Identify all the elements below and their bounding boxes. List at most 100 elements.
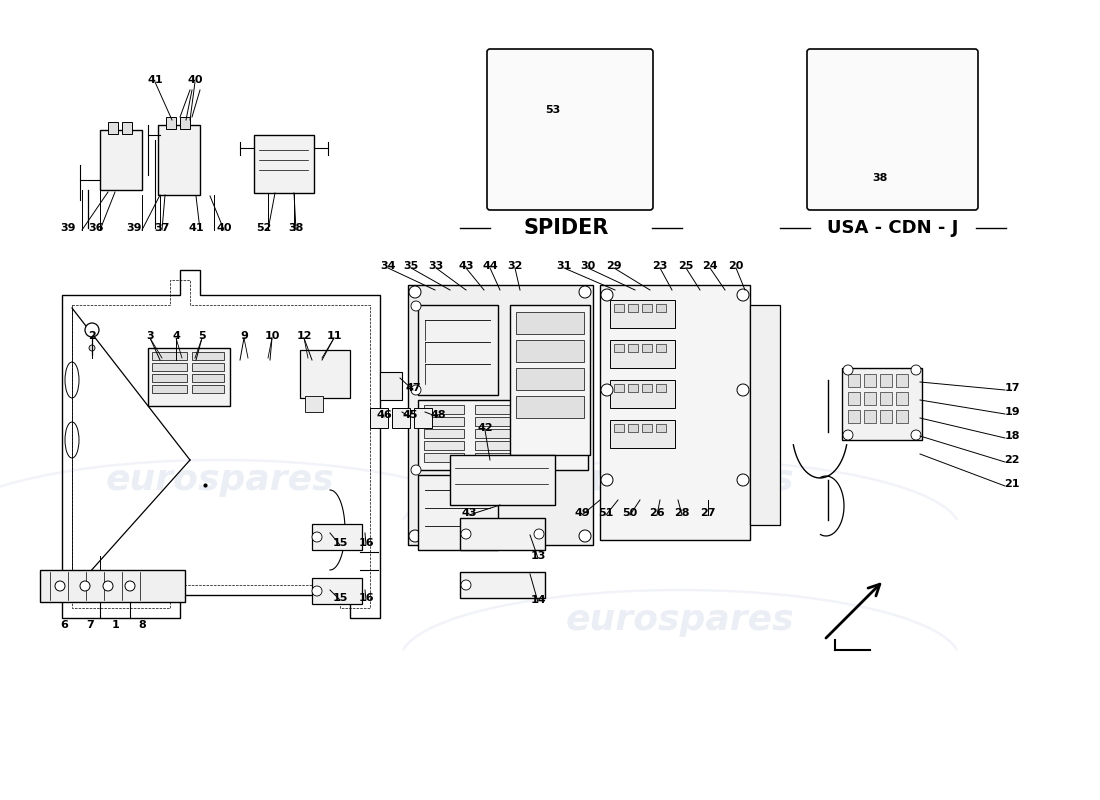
Bar <box>750 305 780 525</box>
Bar <box>518 80 583 118</box>
Circle shape <box>125 581 135 591</box>
Bar <box>254 135 314 193</box>
Bar <box>475 429 515 438</box>
Circle shape <box>579 530 591 542</box>
Circle shape <box>579 286 591 298</box>
Text: 3: 3 <box>146 331 154 341</box>
Bar <box>642 384 652 392</box>
Bar <box>848 374 860 387</box>
Circle shape <box>103 581 113 591</box>
Circle shape <box>461 580 471 590</box>
Bar <box>424 429 464 438</box>
Bar <box>312 578 362 604</box>
Bar <box>408 285 593 545</box>
Bar <box>834 108 842 114</box>
Bar <box>880 392 892 405</box>
Bar <box>520 90 528 100</box>
Text: 40: 40 <box>187 75 202 85</box>
Bar <box>842 368 922 440</box>
Text: 24: 24 <box>702 261 718 271</box>
Bar <box>516 340 584 362</box>
Bar <box>414 408 432 428</box>
Bar <box>379 372 401 400</box>
Text: 8: 8 <box>139 620 146 630</box>
Text: 4: 4 <box>172 331 180 341</box>
Bar <box>834 92 842 98</box>
Text: 31: 31 <box>557 261 572 271</box>
Bar <box>614 344 624 352</box>
Bar <box>108 122 118 134</box>
Text: 16: 16 <box>359 538 374 548</box>
Bar <box>910 80 926 92</box>
Circle shape <box>312 586 322 596</box>
Bar <box>642 424 652 432</box>
Bar <box>610 340 675 368</box>
Bar <box>628 344 638 352</box>
Circle shape <box>55 581 65 591</box>
Text: eurospares: eurospares <box>565 463 794 497</box>
Bar <box>152 363 187 371</box>
Text: 14: 14 <box>530 595 546 605</box>
Bar <box>192 363 224 371</box>
Bar <box>510 305 590 455</box>
Bar <box>100 130 142 190</box>
Circle shape <box>411 385 421 395</box>
Text: 38: 38 <box>872 173 888 183</box>
Text: SPIDER: SPIDER <box>524 218 608 238</box>
Text: 44: 44 <box>482 261 498 271</box>
Circle shape <box>601 384 613 396</box>
Text: 27: 27 <box>701 508 716 518</box>
Bar <box>148 348 230 406</box>
Bar <box>192 374 224 382</box>
Circle shape <box>461 529 471 539</box>
Text: 12: 12 <box>296 331 311 341</box>
Bar <box>166 117 176 129</box>
Bar <box>516 368 584 390</box>
Text: 23: 23 <box>652 261 668 271</box>
Text: 10: 10 <box>264 331 279 341</box>
Bar <box>504 86 520 108</box>
Text: 52: 52 <box>256 223 272 233</box>
Bar <box>864 392 876 405</box>
Bar <box>475 441 515 450</box>
FancyBboxPatch shape <box>487 49 653 210</box>
Circle shape <box>409 286 421 298</box>
Circle shape <box>411 465 421 475</box>
Bar <box>305 396 323 412</box>
Text: 49: 49 <box>574 508 590 518</box>
Bar <box>642 304 652 312</box>
Bar <box>656 344 666 352</box>
Text: 51: 51 <box>598 508 614 518</box>
Bar <box>864 374 876 387</box>
Text: 2: 2 <box>88 331 96 341</box>
Text: 11: 11 <box>327 331 342 341</box>
Bar <box>834 84 842 90</box>
Bar <box>610 380 675 408</box>
Bar <box>192 352 224 360</box>
Text: 21: 21 <box>1004 479 1020 489</box>
Bar <box>475 453 515 462</box>
Bar <box>880 410 892 423</box>
Bar <box>418 400 588 470</box>
Bar <box>508 90 518 104</box>
Bar <box>656 304 666 312</box>
Bar <box>834 100 842 106</box>
Circle shape <box>601 289 613 301</box>
Bar <box>122 122 132 134</box>
Bar <box>424 405 464 414</box>
Bar <box>152 374 187 382</box>
Text: 1: 1 <box>112 620 120 630</box>
Circle shape <box>737 474 749 486</box>
Circle shape <box>534 529 544 539</box>
Bar <box>180 117 190 129</box>
Text: 41: 41 <box>147 75 163 85</box>
Bar <box>424 441 464 450</box>
Bar <box>152 385 187 393</box>
Bar <box>834 76 842 82</box>
Text: 46: 46 <box>376 410 392 420</box>
Bar <box>424 453 464 462</box>
Bar <box>152 352 187 360</box>
Bar <box>614 424 624 432</box>
Text: 43: 43 <box>461 508 476 518</box>
Bar <box>424 417 464 426</box>
